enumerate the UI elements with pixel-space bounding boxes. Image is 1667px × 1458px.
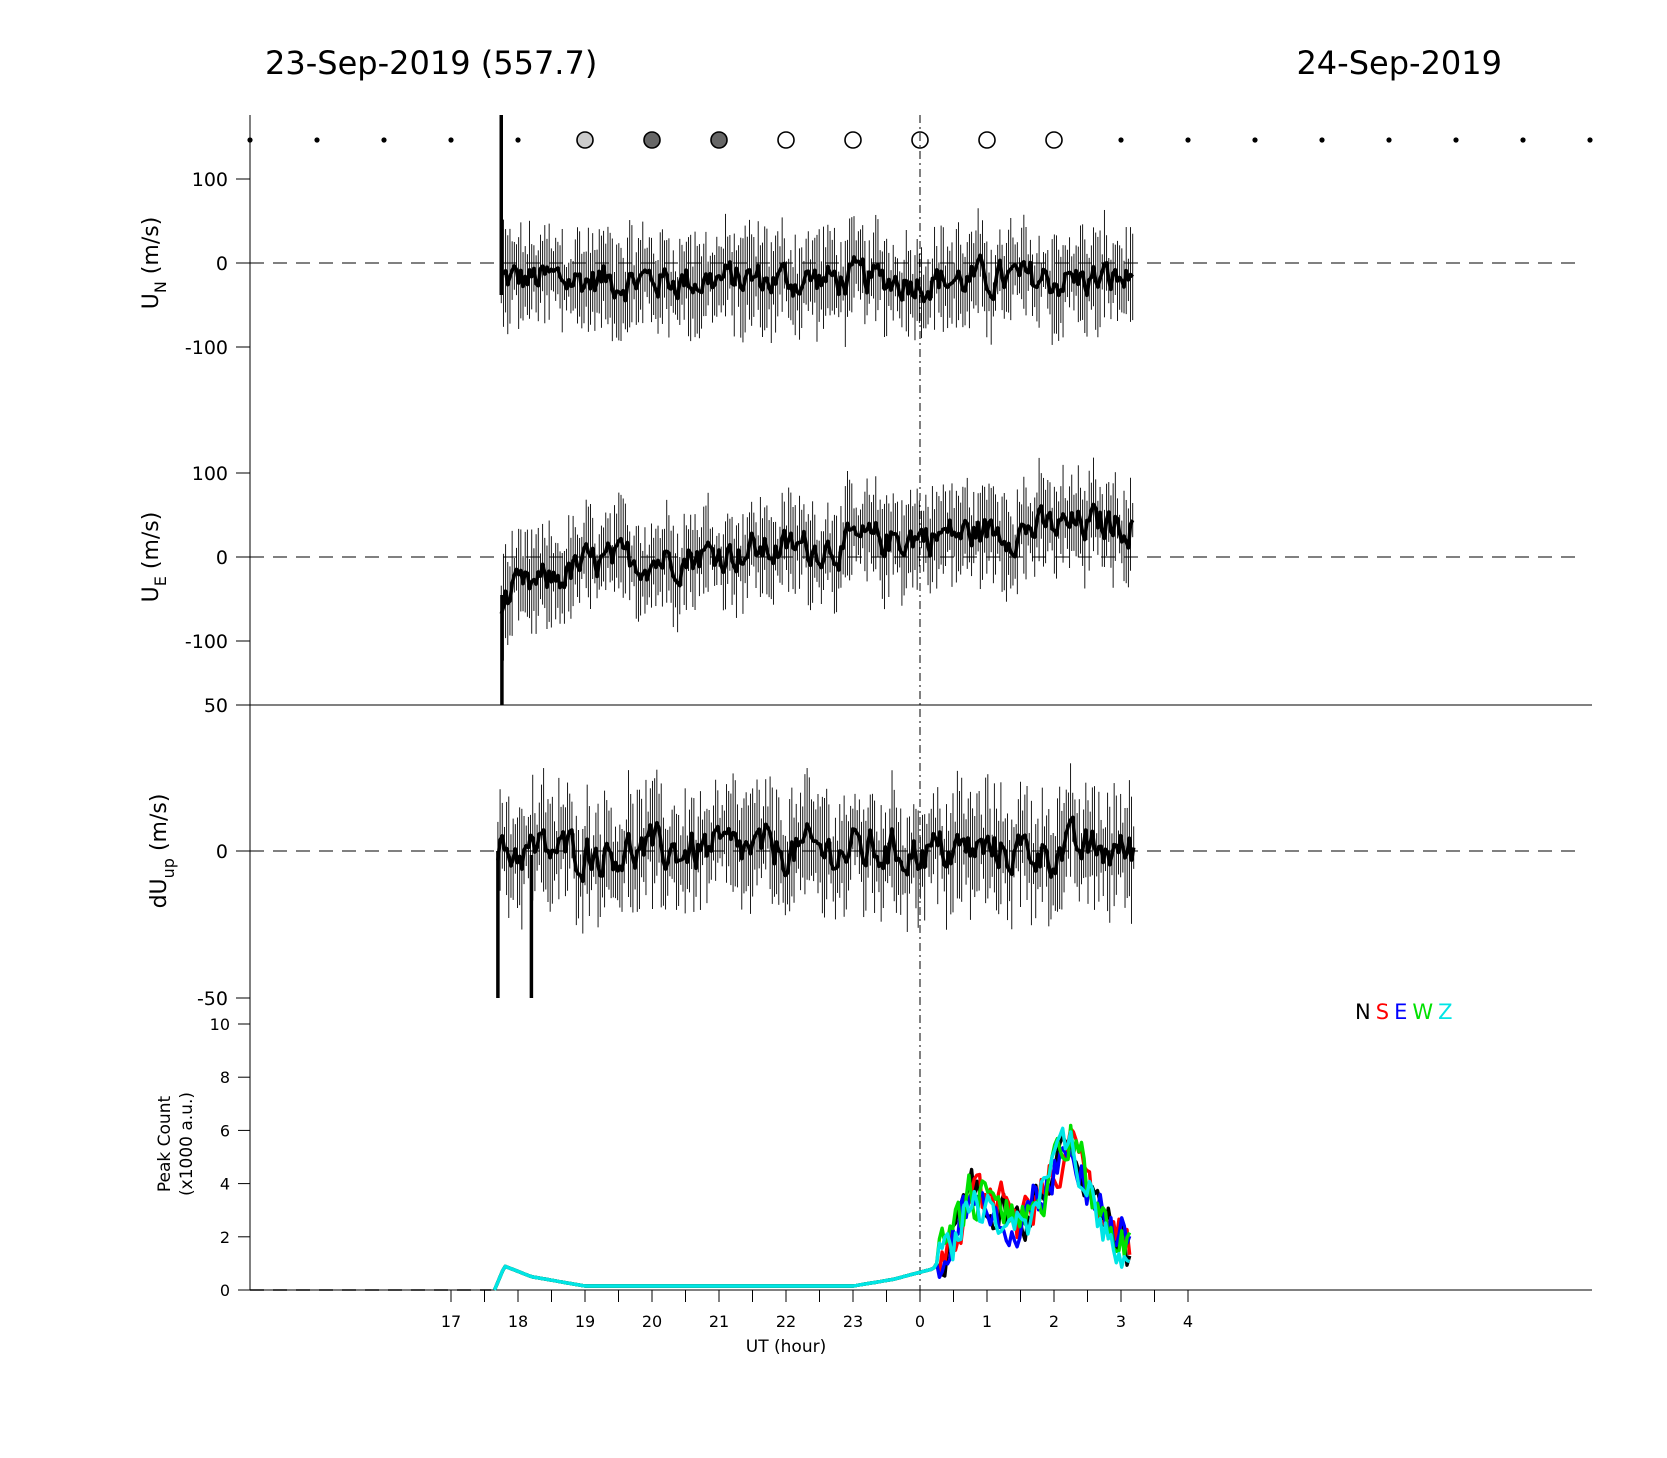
moon-phase-marker: [845, 132, 861, 148]
peak-count-series-S: [495, 1129, 1130, 1290]
y-tick-label: 2: [220, 1228, 230, 1247]
x-tick-label: 19: [575, 1312, 595, 1331]
moon-dot-marker: [1453, 137, 1458, 142]
moon-dot-marker: [314, 137, 319, 142]
moon-phase-marker: [778, 132, 794, 148]
y-tick-label: 4: [220, 1175, 230, 1194]
x-axis-label: UT (hour): [746, 1337, 826, 1357]
moon-dot-marker: [448, 137, 453, 142]
peak-count-ylabel: Peak Count: [155, 1096, 175, 1193]
peak-count-ylabel-units: (x1000 a.u.): [177, 1092, 197, 1196]
moon-dot-marker: [1185, 137, 1190, 142]
y-tick-label: 6: [220, 1121, 230, 1140]
x-tick-label: 17: [441, 1312, 461, 1331]
y-tick-label: 0: [220, 1281, 230, 1300]
y-tick-label: 10: [210, 1015, 230, 1034]
peak-count-series-Z: [495, 1128, 1130, 1290]
y-tick-label: 0: [216, 841, 228, 863]
y-tick-label: -50: [197, 988, 228, 1010]
moon-dot-marker: [1319, 137, 1324, 142]
y-tick-label: -100: [185, 631, 228, 653]
legend-entry-N: N: [1355, 1000, 1371, 1024]
legend-entry-E: E: [1394, 1000, 1407, 1024]
x-tick-label: 0: [915, 1312, 925, 1331]
moon-phase-marker: [577, 132, 593, 148]
x-tick-label: 2: [1049, 1312, 1059, 1331]
moon-phase-marker: [711, 132, 727, 148]
un-ylabel: UN (m/s): [139, 217, 170, 310]
moon-phase-marker: [644, 132, 660, 148]
chart-figure: 1000-1001000-100500-50UN (m/s)UE (m/s)dU…: [0, 0, 1667, 1458]
moon-phase-marker: [1046, 132, 1062, 148]
y-tick-label: 50: [204, 695, 228, 717]
x-tick-label: 21: [709, 1312, 729, 1331]
x-tick-label: 4: [1183, 1312, 1193, 1331]
moon-dot-marker: [1118, 137, 1123, 142]
moon-dot-marker: [1386, 137, 1391, 142]
moon-phase-marker: [979, 132, 995, 148]
ue-ylabel: UE (m/s): [139, 512, 170, 603]
moon-dot-marker: [515, 137, 520, 142]
wind-series-line: [501, 504, 1132, 613]
moon-dot-marker: [1587, 137, 1592, 142]
legend-entry-S: S: [1376, 1000, 1389, 1024]
y-tick-label: 8: [220, 1068, 230, 1087]
moon-dot-marker: [1252, 137, 1257, 142]
x-tick-label: 1: [982, 1312, 992, 1331]
y-tick-label: 100: [192, 463, 228, 485]
x-tick-label: 18: [508, 1312, 528, 1331]
moon-dot-marker: [381, 137, 386, 142]
x-tick-label: 20: [642, 1312, 662, 1331]
dup-ylabel: dUup (m/s): [147, 794, 178, 909]
moon-dot-marker: [1520, 137, 1525, 142]
legend-entry-Z: Z: [1438, 1000, 1452, 1024]
y-tick-label: 100: [192, 169, 228, 191]
x-tick-label: 22: [776, 1312, 796, 1331]
y-tick-label: 0: [216, 253, 228, 275]
x-tick-label: 3: [1116, 1312, 1126, 1331]
legend-entry-W: W: [1412, 1000, 1433, 1024]
x-tick-label: 23: [843, 1312, 863, 1331]
y-tick-label: 0: [216, 547, 228, 569]
y-tick-label: -100: [185, 337, 228, 359]
